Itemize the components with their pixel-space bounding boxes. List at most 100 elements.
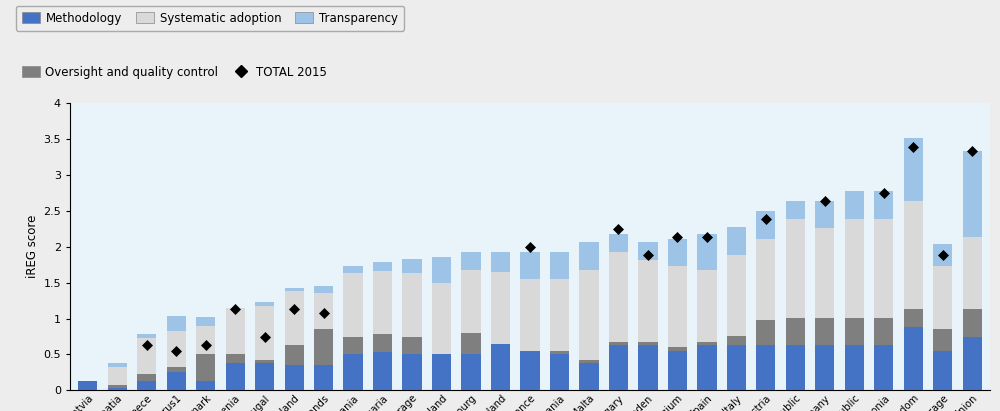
Bar [933, 245, 952, 266]
Bar [226, 354, 245, 363]
Bar [815, 345, 834, 390]
Bar [343, 337, 363, 354]
Bar [108, 388, 127, 390]
Bar [196, 354, 215, 381]
Bar [343, 266, 363, 273]
Bar [137, 338, 156, 374]
Bar [579, 270, 599, 360]
Bar [638, 260, 658, 342]
Bar [727, 336, 746, 345]
Bar [904, 138, 923, 201]
Bar [904, 201, 923, 309]
Bar [255, 302, 274, 306]
Bar [874, 318, 893, 345]
Bar [402, 354, 422, 390]
Bar [609, 345, 628, 390]
Bar [874, 219, 893, 318]
Bar [609, 233, 628, 252]
Bar [196, 317, 215, 326]
Bar [933, 329, 952, 351]
Bar [491, 272, 510, 344]
Bar [845, 191, 864, 219]
Bar [756, 211, 775, 239]
Bar [845, 345, 864, 390]
Bar [579, 363, 599, 390]
Bar [314, 293, 333, 329]
Bar [314, 329, 333, 365]
Bar [520, 252, 540, 279]
Bar [697, 270, 717, 342]
Bar [727, 254, 746, 336]
Bar [108, 367, 127, 385]
Bar [285, 291, 304, 345]
Bar [226, 363, 245, 390]
Bar [727, 345, 746, 390]
Bar [815, 318, 834, 345]
Bar [845, 318, 864, 345]
Bar [638, 345, 658, 390]
Bar [314, 286, 333, 293]
Bar [579, 242, 599, 270]
Bar [314, 365, 333, 390]
Bar [285, 345, 304, 365]
Bar [815, 201, 834, 228]
Bar [786, 201, 805, 219]
Bar [255, 306, 274, 360]
Bar [963, 337, 982, 390]
Bar [520, 279, 540, 351]
Bar [668, 351, 687, 390]
Y-axis label: iREG score: iREG score [26, 215, 39, 278]
Bar [432, 354, 451, 390]
Bar [285, 365, 304, 390]
Bar [904, 309, 923, 327]
Bar [373, 262, 392, 271]
Bar [491, 252, 510, 272]
Bar [786, 318, 805, 345]
Bar [196, 326, 215, 354]
Bar [137, 335, 156, 338]
Bar [756, 345, 775, 390]
Bar [167, 372, 186, 390]
Bar [697, 342, 717, 345]
Bar [668, 239, 687, 266]
Bar [167, 316, 186, 331]
Bar [756, 320, 775, 345]
Bar [874, 345, 893, 390]
Bar [845, 219, 864, 318]
Bar [727, 227, 746, 254]
Bar [815, 228, 834, 318]
Bar [491, 344, 510, 390]
Bar [638, 342, 658, 345]
Bar [108, 363, 127, 367]
Bar [255, 360, 274, 363]
Bar [786, 345, 805, 390]
Bar [963, 309, 982, 337]
Bar [402, 259, 422, 273]
Bar [609, 342, 628, 345]
Bar [550, 354, 569, 390]
Bar [167, 367, 186, 372]
Bar [786, 219, 805, 318]
Bar [756, 239, 775, 320]
Bar [461, 270, 481, 333]
Bar [668, 347, 687, 351]
Bar [285, 288, 304, 291]
Bar [402, 337, 422, 354]
Bar [137, 381, 156, 390]
Bar [373, 352, 392, 390]
Bar [550, 252, 569, 279]
Bar [255, 363, 274, 390]
Bar [697, 233, 717, 270]
Bar [520, 351, 540, 390]
Legend: Oversight and quality control, TOTAL 2015: Oversight and quality control, TOTAL 201… [16, 60, 333, 85]
Bar [963, 151, 982, 237]
Bar [697, 345, 717, 390]
Bar [609, 252, 628, 342]
Bar [668, 266, 687, 347]
Bar [638, 242, 658, 260]
Bar [343, 354, 363, 390]
Bar [196, 381, 215, 390]
Bar [461, 252, 481, 270]
Bar [226, 308, 245, 354]
Bar [461, 333, 481, 354]
